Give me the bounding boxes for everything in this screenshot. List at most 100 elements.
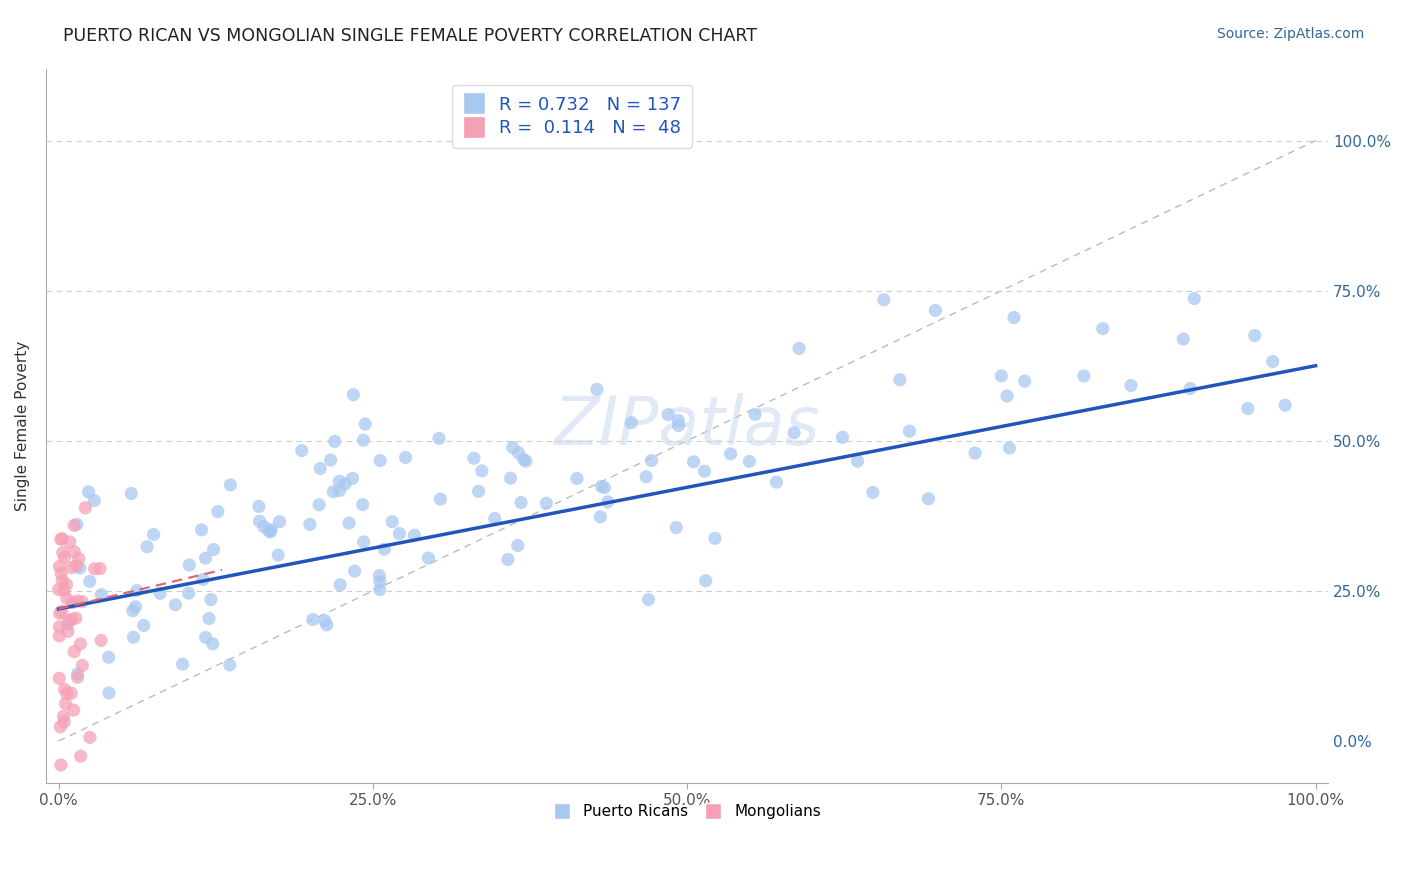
Point bbox=[329, 483, 352, 498]
Point bbox=[1243, 328, 1265, 343]
Point bbox=[124, 599, 146, 614]
Point bbox=[65, 558, 87, 573]
Point bbox=[191, 573, 214, 587]
Point bbox=[77, 484, 100, 499]
Point bbox=[502, 441, 524, 455]
Point bbox=[55, 591, 77, 606]
Point bbox=[388, 526, 411, 541]
Point bbox=[66, 594, 89, 608]
Point bbox=[720, 447, 742, 461]
Point bbox=[249, 514, 271, 528]
Point bbox=[354, 417, 377, 431]
Point bbox=[55, 577, 77, 591]
Point bbox=[565, 471, 588, 485]
Point bbox=[267, 548, 290, 562]
Point bbox=[72, 658, 94, 673]
Point bbox=[53, 583, 76, 598]
Point bbox=[1119, 378, 1142, 392]
Point bbox=[342, 388, 364, 402]
Point bbox=[269, 515, 291, 529]
Point bbox=[179, 558, 201, 572]
Point bbox=[200, 592, 222, 607]
Point bbox=[586, 383, 609, 397]
Point bbox=[889, 373, 911, 387]
Point bbox=[51, 574, 73, 588]
Point bbox=[1091, 321, 1114, 335]
Point bbox=[58, 614, 80, 628]
Point bbox=[342, 471, 364, 485]
Point bbox=[52, 709, 75, 723]
Point bbox=[66, 670, 89, 684]
Point bbox=[60, 686, 83, 700]
Point bbox=[484, 511, 506, 525]
Point bbox=[593, 481, 616, 495]
Point bbox=[368, 574, 391, 589]
Point bbox=[83, 493, 105, 508]
Point bbox=[194, 631, 217, 645]
Point bbox=[48, 629, 70, 643]
Point bbox=[335, 476, 357, 491]
Point bbox=[253, 519, 276, 533]
Point bbox=[637, 592, 659, 607]
Text: ZIPatlas: ZIPatlas bbox=[554, 392, 820, 458]
Point bbox=[1178, 382, 1201, 396]
Point bbox=[48, 559, 70, 574]
Point bbox=[69, 637, 91, 651]
Point bbox=[471, 464, 494, 478]
Point bbox=[352, 433, 374, 447]
Text: Source: ZipAtlas.com: Source: ZipAtlas.com bbox=[1216, 27, 1364, 41]
Point bbox=[831, 430, 853, 444]
Point bbox=[1073, 368, 1095, 383]
Point bbox=[260, 523, 283, 537]
Point bbox=[49, 758, 72, 772]
Legend: Puerto Ricans, Mongolians: Puerto Ricans, Mongolians bbox=[547, 798, 827, 825]
Point bbox=[218, 657, 240, 672]
Point bbox=[368, 582, 391, 597]
Point bbox=[315, 618, 337, 632]
Point bbox=[765, 475, 787, 490]
Point bbox=[207, 505, 229, 519]
Point bbox=[353, 535, 375, 549]
Point bbox=[90, 633, 112, 648]
Point bbox=[512, 452, 534, 467]
Point bbox=[66, 517, 89, 532]
Point bbox=[83, 562, 105, 576]
Point bbox=[429, 492, 451, 507]
Point bbox=[682, 455, 704, 469]
Point bbox=[309, 461, 332, 475]
Point bbox=[596, 495, 619, 509]
Point bbox=[427, 431, 450, 445]
Point bbox=[873, 293, 896, 307]
Point bbox=[257, 524, 280, 538]
Point bbox=[51, 604, 73, 618]
Point bbox=[142, 527, 165, 541]
Point bbox=[666, 413, 689, 427]
Point bbox=[515, 454, 537, 468]
Point bbox=[308, 498, 330, 512]
Point bbox=[787, 342, 810, 356]
Point bbox=[79, 731, 101, 745]
Point bbox=[165, 598, 187, 612]
Point bbox=[51, 532, 73, 546]
Point bbox=[508, 446, 530, 460]
Point bbox=[122, 630, 145, 644]
Point bbox=[319, 453, 342, 467]
Point bbox=[1014, 374, 1036, 388]
Point bbox=[98, 686, 121, 700]
Point bbox=[404, 528, 426, 542]
Point bbox=[862, 485, 884, 500]
Point bbox=[259, 524, 281, 539]
Point bbox=[328, 475, 350, 489]
Point bbox=[69, 749, 91, 764]
Point bbox=[48, 607, 70, 621]
Point bbox=[63, 645, 86, 659]
Point bbox=[53, 682, 76, 697]
Point bbox=[640, 453, 662, 467]
Point bbox=[657, 408, 679, 422]
Point bbox=[136, 540, 159, 554]
Point bbox=[668, 418, 690, 433]
Point bbox=[198, 611, 221, 625]
Point bbox=[120, 486, 142, 500]
Point bbox=[49, 566, 72, 581]
Point bbox=[60, 612, 83, 626]
